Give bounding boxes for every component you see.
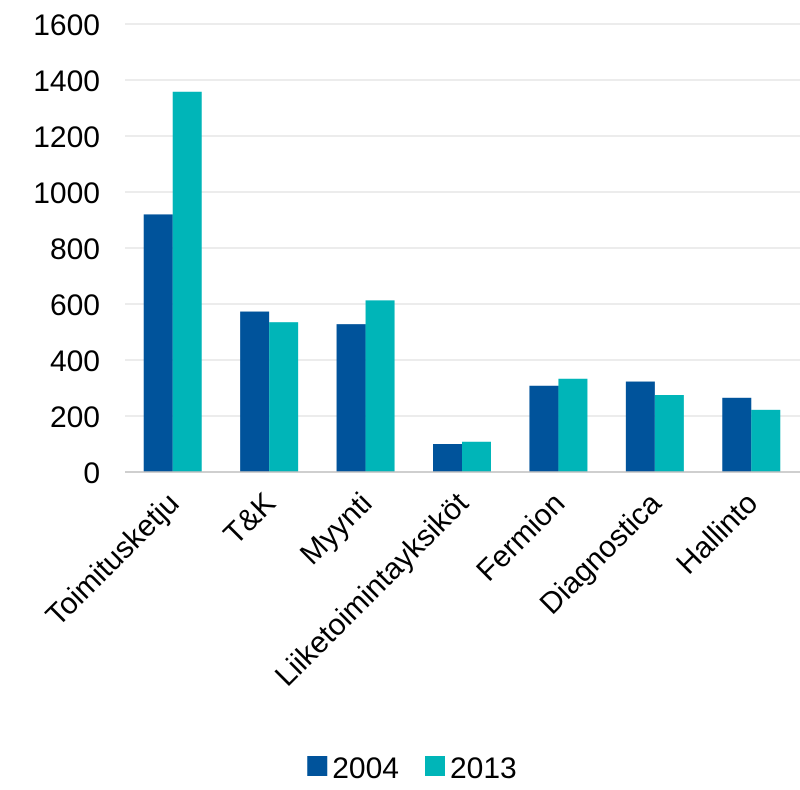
legend-label: 2004 <box>332 752 399 785</box>
bar-2013-6 <box>751 409 781 472</box>
x-category-label: Hallinto <box>670 487 764 581</box>
bar-2004-2 <box>336 324 366 472</box>
x-category-label: T&K <box>217 487 282 552</box>
y-tick-label: 1400 <box>33 65 100 98</box>
y-tick-label: 600 <box>50 289 100 322</box>
bar-2004-3 <box>433 444 462 472</box>
legend-swatch-2013 <box>425 756 445 776</box>
legend: 2004 2013 <box>307 752 517 785</box>
bar-2004-6 <box>722 397 752 472</box>
bar-2004-0 <box>143 214 173 472</box>
bar-2013-5 <box>654 395 684 472</box>
bar-2013-2 <box>365 300 395 472</box>
gridlines <box>125 23 800 417</box>
y-tick-label: 1200 <box>33 121 100 154</box>
x-category-label: Toimitusketju <box>40 487 186 633</box>
bar-2013-4 <box>558 378 588 472</box>
y-tick-label: 200 <box>50 401 100 434</box>
y-axis-tick-labels: 0 200 400 600 800 1000 1200 1400 1600 <box>33 9 100 490</box>
bar-2013-0 <box>172 91 202 472</box>
y-tick-label: 0 <box>83 457 100 490</box>
legend-label: 2013 <box>450 752 517 785</box>
bar-2004-4 <box>529 385 559 472</box>
x-category-label: Myynti <box>294 487 379 572</box>
y-tick-label: 1600 <box>33 9 100 42</box>
bar-2013-3 <box>462 441 491 472</box>
x-category-label: Liiketoimintayksiköt <box>269 486 476 693</box>
bars <box>143 91 781 472</box>
legend-swatch-2004 <box>307 756 328 776</box>
bar-2013-1 <box>269 322 299 472</box>
bar-2004-5 <box>625 381 655 472</box>
x-axis-category-labels: Toimitusketju T&K MyyntiLiiketoimintayksik… <box>40 486 765 693</box>
y-tick-label: 1000 <box>33 177 100 210</box>
y-tick-label: 800 <box>50 233 100 266</box>
bar-2004-1 <box>240 311 270 472</box>
y-tick-label: 400 <box>50 345 100 378</box>
x-category-label: Fermion <box>470 487 571 588</box>
